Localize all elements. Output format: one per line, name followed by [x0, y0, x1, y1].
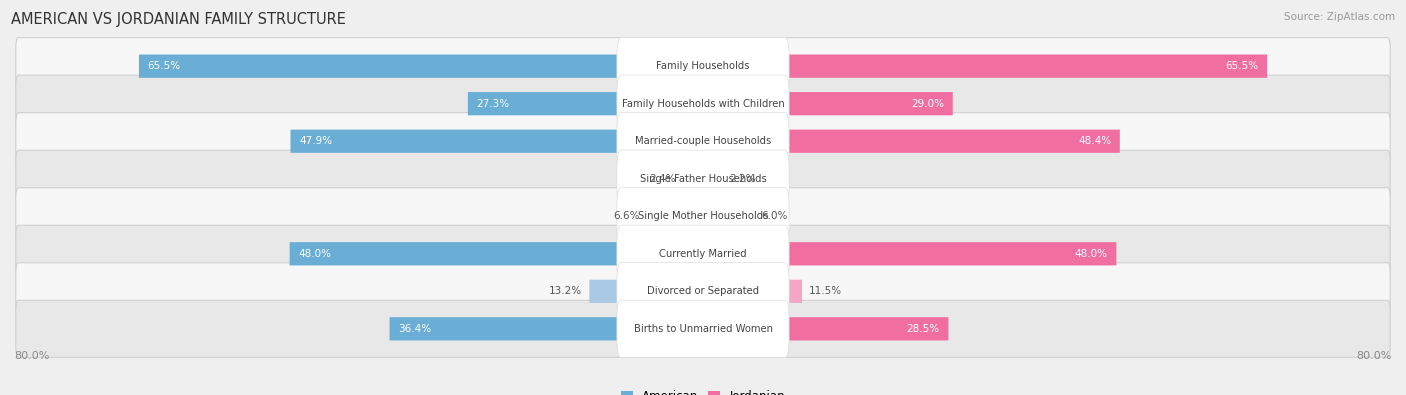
FancyBboxPatch shape	[617, 113, 789, 170]
Text: Births to Unmarried Women: Births to Unmarried Women	[634, 324, 772, 334]
FancyBboxPatch shape	[389, 317, 703, 340]
FancyBboxPatch shape	[617, 188, 789, 245]
FancyBboxPatch shape	[703, 92, 953, 115]
FancyBboxPatch shape	[703, 242, 1116, 265]
FancyBboxPatch shape	[703, 205, 755, 228]
Text: 80.0%: 80.0%	[1357, 351, 1392, 361]
FancyBboxPatch shape	[291, 130, 703, 153]
Text: 48.0%: 48.0%	[1074, 249, 1108, 259]
FancyBboxPatch shape	[617, 300, 789, 357]
FancyBboxPatch shape	[703, 130, 1119, 153]
FancyBboxPatch shape	[589, 280, 703, 303]
Text: 6.0%: 6.0%	[762, 211, 787, 221]
FancyBboxPatch shape	[15, 113, 1391, 170]
FancyBboxPatch shape	[617, 38, 789, 95]
FancyBboxPatch shape	[15, 75, 1391, 132]
Text: 2.4%: 2.4%	[650, 174, 675, 184]
Text: 47.9%: 47.9%	[299, 136, 332, 146]
Text: 65.5%: 65.5%	[1226, 61, 1258, 71]
Text: 80.0%: 80.0%	[14, 351, 49, 361]
FancyBboxPatch shape	[617, 75, 789, 132]
Text: Married-couple Households: Married-couple Households	[636, 136, 770, 146]
FancyBboxPatch shape	[15, 225, 1391, 282]
FancyBboxPatch shape	[15, 38, 1391, 95]
FancyBboxPatch shape	[703, 55, 1267, 78]
Text: 27.3%: 27.3%	[477, 99, 509, 109]
Text: 28.5%: 28.5%	[907, 324, 939, 334]
FancyBboxPatch shape	[139, 55, 703, 78]
FancyBboxPatch shape	[647, 205, 703, 228]
FancyBboxPatch shape	[703, 167, 721, 190]
FancyBboxPatch shape	[468, 92, 703, 115]
FancyBboxPatch shape	[703, 280, 801, 303]
Text: Single Father Households: Single Father Households	[640, 174, 766, 184]
FancyBboxPatch shape	[15, 263, 1391, 320]
FancyBboxPatch shape	[617, 150, 789, 207]
Text: Divorced or Separated: Divorced or Separated	[647, 286, 759, 296]
FancyBboxPatch shape	[15, 188, 1391, 245]
Text: 6.6%: 6.6%	[613, 211, 640, 221]
FancyBboxPatch shape	[15, 300, 1391, 357]
Text: 36.4%: 36.4%	[398, 324, 432, 334]
Text: Family Households: Family Households	[657, 61, 749, 71]
Text: 48.4%: 48.4%	[1078, 136, 1111, 146]
FancyBboxPatch shape	[617, 263, 789, 320]
Text: Currently Married: Currently Married	[659, 249, 747, 259]
Text: 2.2%: 2.2%	[728, 174, 755, 184]
FancyBboxPatch shape	[617, 225, 789, 282]
FancyBboxPatch shape	[703, 317, 949, 340]
Text: Single Mother Households: Single Mother Households	[638, 211, 768, 221]
FancyBboxPatch shape	[682, 167, 703, 190]
Legend: American, Jordanian: American, Jordanian	[616, 385, 790, 395]
Text: 13.2%: 13.2%	[550, 286, 582, 296]
FancyBboxPatch shape	[15, 150, 1391, 207]
Text: 29.0%: 29.0%	[911, 99, 945, 109]
Text: 65.5%: 65.5%	[148, 61, 180, 71]
Text: AMERICAN VS JORDANIAN FAMILY STRUCTURE: AMERICAN VS JORDANIAN FAMILY STRUCTURE	[11, 12, 346, 27]
FancyBboxPatch shape	[290, 242, 703, 265]
Text: Family Households with Children: Family Households with Children	[621, 99, 785, 109]
Text: 48.0%: 48.0%	[298, 249, 332, 259]
Text: 11.5%: 11.5%	[808, 286, 842, 296]
Text: Source: ZipAtlas.com: Source: ZipAtlas.com	[1284, 12, 1395, 22]
